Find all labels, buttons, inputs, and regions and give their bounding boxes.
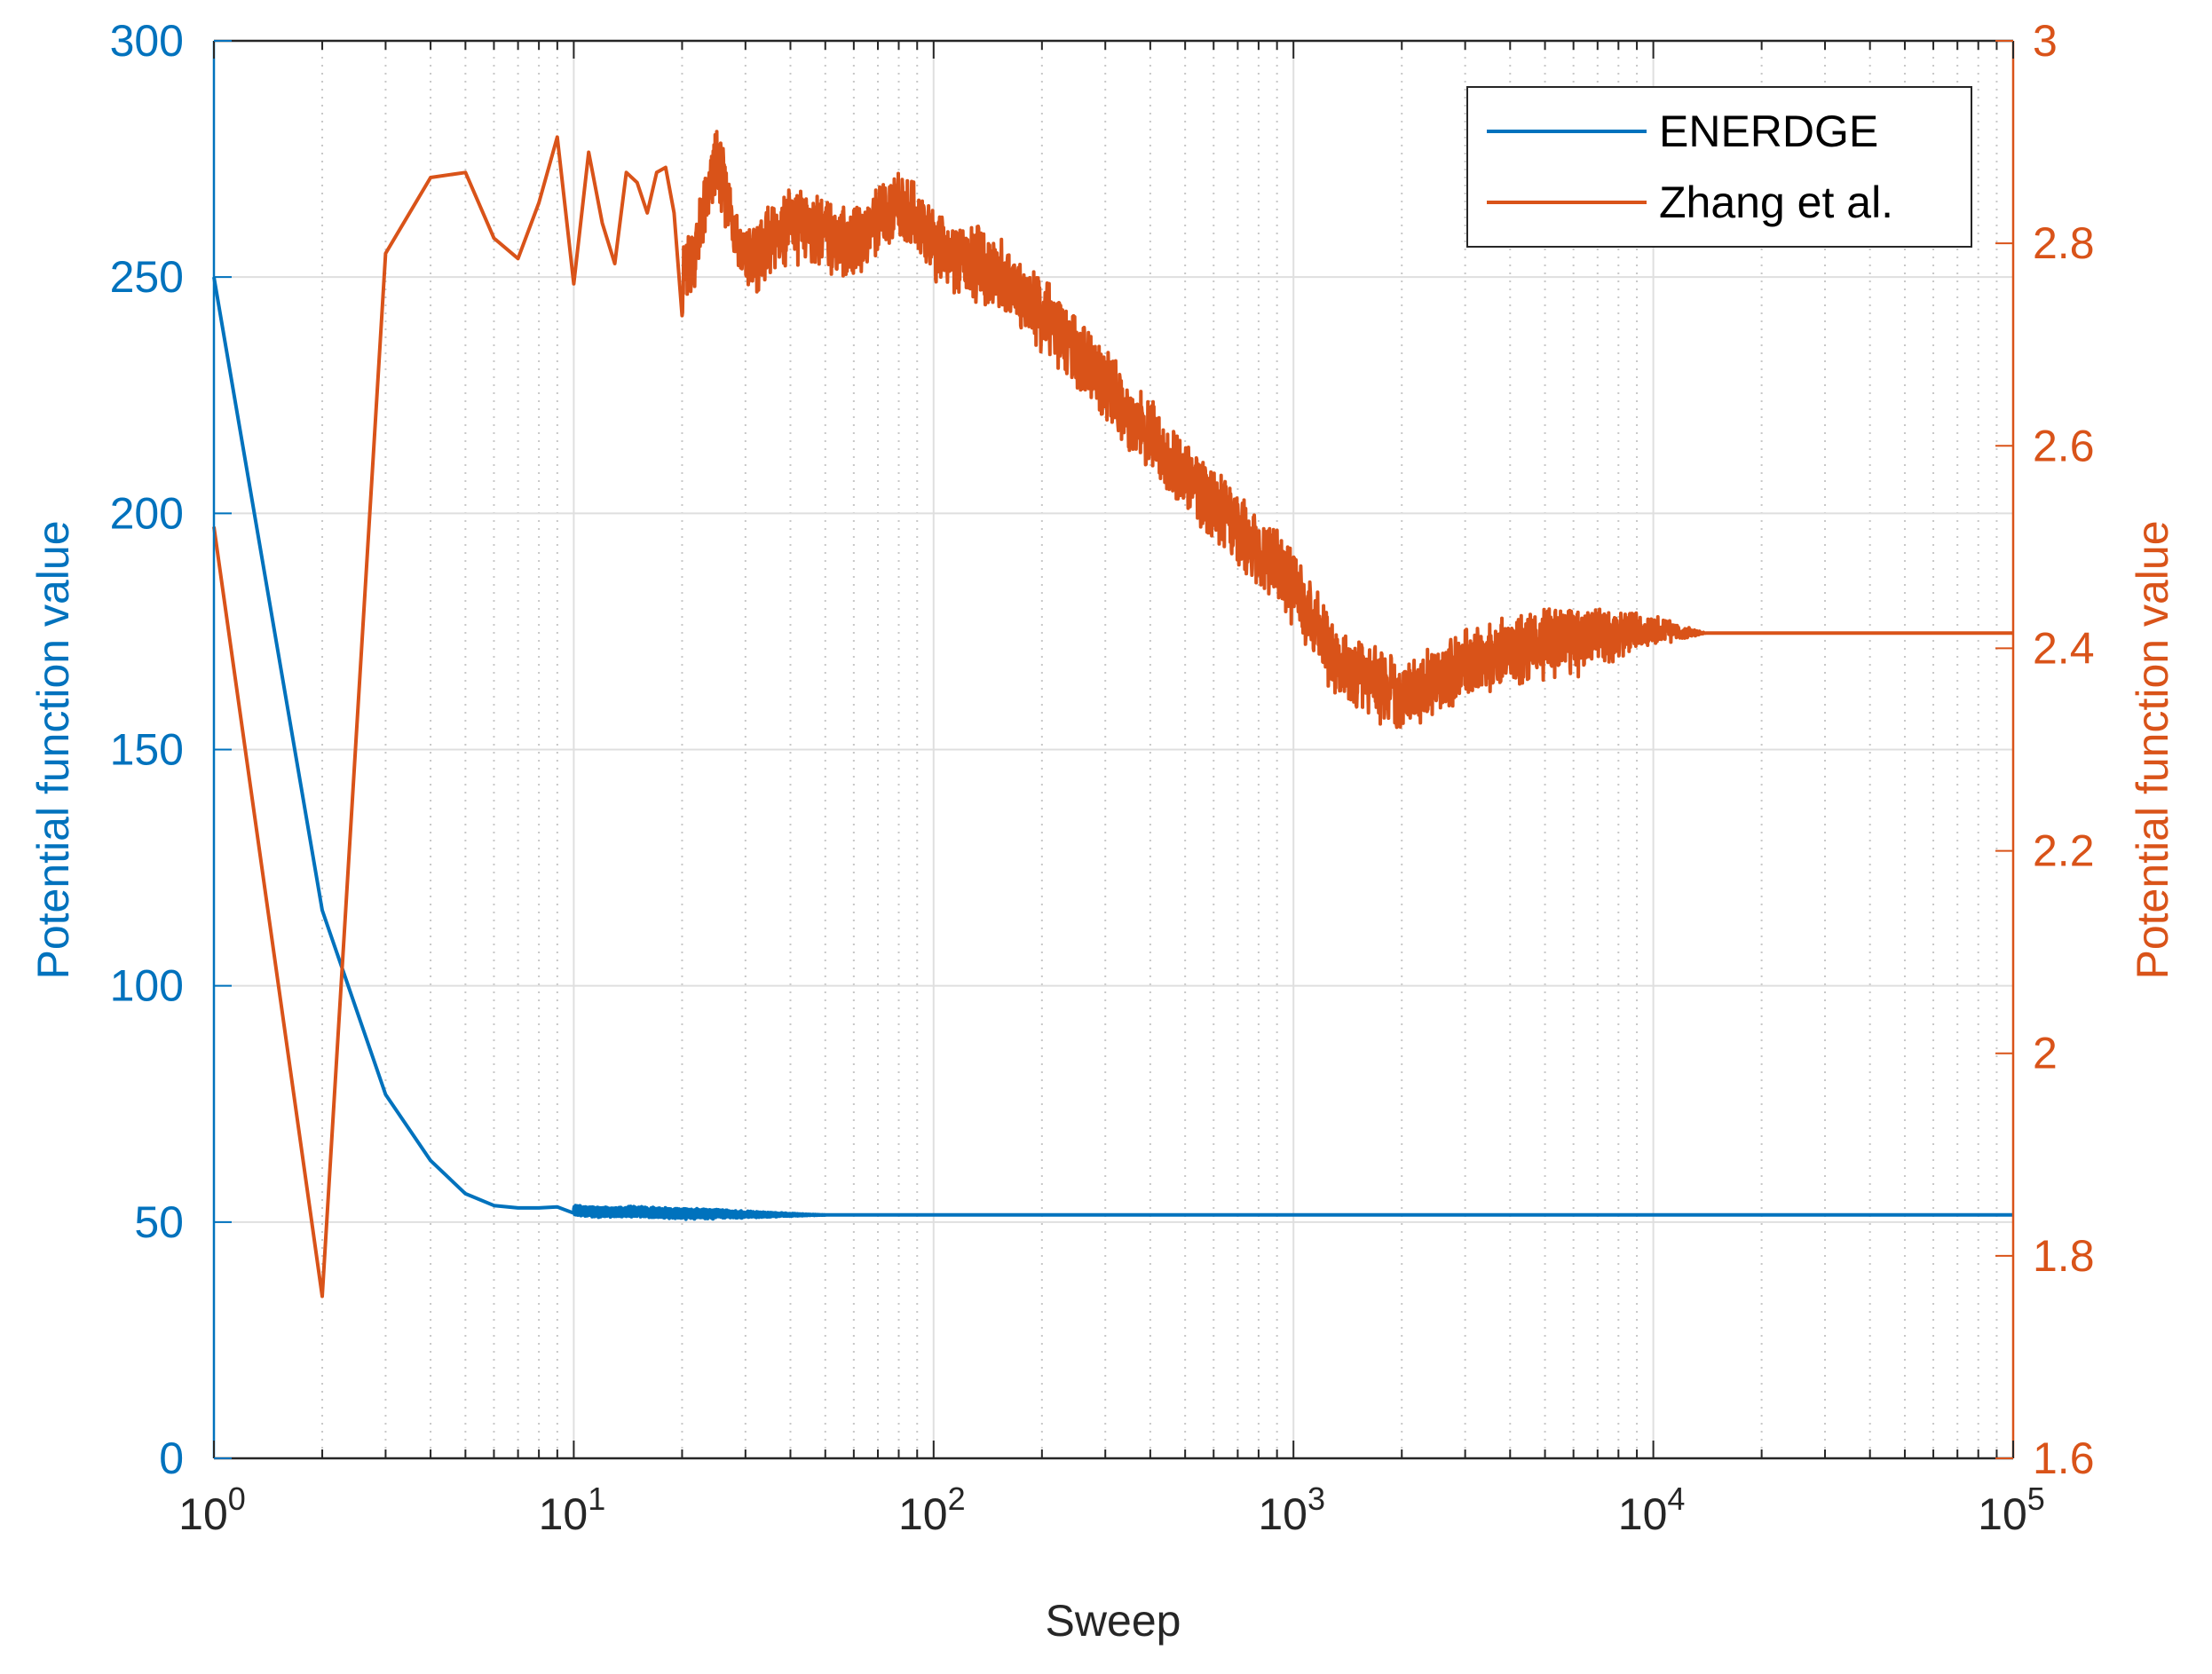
legend-entry-label: Zhang et al. — [1659, 178, 1893, 227]
x-tick-base: 10 — [1258, 1489, 1307, 1539]
legend-box — [1466, 86, 1972, 248]
left-y-tick-label: 100 — [110, 961, 184, 1011]
right-y-tick-label: 2.4 — [2033, 623, 2095, 673]
left-y-tick-label: 250 — [110, 252, 184, 302]
x-tick-label: 105 — [1978, 1481, 2045, 1539]
left-y-tick-label: 300 — [110, 16, 184, 66]
x-tick-base: 10 — [178, 1489, 228, 1539]
right-y-tick-label: 2.2 — [2033, 826, 2095, 876]
x-tick-label: 100 — [178, 1481, 246, 1539]
right-y-tick-label: 2.8 — [2033, 218, 2095, 268]
series-line-enerdge — [212, 276, 2013, 1221]
x-tick-exponent: 1 — [588, 1481, 605, 1517]
series-line-zhang-et-al — [212, 130, 2013, 1299]
x-tick-exponent: 3 — [1307, 1481, 1325, 1517]
x-tick-label: 104 — [1618, 1481, 1686, 1539]
x-tick-exponent: 2 — [948, 1481, 966, 1517]
right-y-tick-label: 2 — [2033, 1029, 2058, 1078]
right-y-axis-label: Potential function value — [2128, 520, 2177, 979]
right-y-tick-label: 1.6 — [2033, 1433, 2095, 1483]
legend: ENERDGE Zhang et al. — [1466, 86, 1972, 248]
right-y-tick-label: 3 — [2033, 16, 2058, 66]
left-y-tick-label: 150 — [110, 725, 184, 775]
axes: 100 101 102 103 104 1050501001502002503001.61… — [110, 16, 2095, 1539]
x-tick-base: 10 — [1978, 1489, 2027, 1539]
x-axis-label: Sweep — [1046, 1596, 1181, 1646]
left-y-tick-label: 0 — [159, 1433, 184, 1483]
x-tick-base: 10 — [898, 1489, 948, 1539]
x-tick-base: 10 — [1618, 1489, 1668, 1539]
x-tick-base: 10 — [539, 1489, 589, 1539]
x-tick-label: 103 — [1258, 1481, 1325, 1539]
x-tick-exponent: 5 — [2027, 1481, 2045, 1517]
left-y-axis-label: Potential function value — [28, 520, 78, 979]
right-y-tick-label: 2.6 — [2033, 421, 2095, 470]
data-series — [212, 130, 2013, 1299]
x-tick-exponent: 4 — [1667, 1481, 1685, 1517]
x-tick-label: 102 — [898, 1481, 966, 1539]
left-y-tick-label: 50 — [134, 1197, 184, 1247]
x-tick-exponent: 0 — [228, 1481, 246, 1517]
x-tick-label: 101 — [539, 1481, 606, 1539]
right-y-tick-label: 1.8 — [2033, 1231, 2095, 1281]
left-y-tick-label: 200 — [110, 488, 184, 538]
legend-entry-label: ENERDGE — [1659, 107, 1878, 156]
